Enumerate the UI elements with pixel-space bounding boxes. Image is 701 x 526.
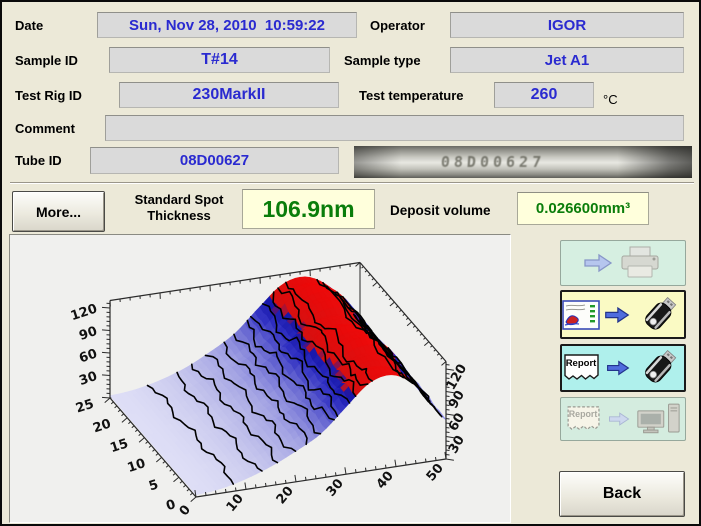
svg-text:40: 40 <box>374 469 397 493</box>
svg-text:90: 90 <box>77 324 99 344</box>
sample-id-field[interactable]: T#14 <box>109 47 330 73</box>
test-temperature-label: Test temperature <box>359 88 464 103</box>
date-value: Sun, Nov 28, 2010 10:59:22 <box>129 16 325 34</box>
thickness-value: 106.9nm <box>262 195 355 222</box>
svg-text:120: 120 <box>69 302 99 325</box>
operator-label: Operator <box>370 18 425 33</box>
svg-text:50: 50 <box>424 461 447 485</box>
comment-field[interactable] <box>105 115 684 141</box>
date-field[interactable]: Sun, Nov 28, 2010 10:59:22 <box>97 12 357 38</box>
sample-id-value: T#14 <box>201 51 238 68</box>
test-rig-id-label: Test Rig ID <box>15 88 82 103</box>
arrow-icon <box>584 253 613 273</box>
tube-id-label: Tube ID <box>15 153 62 168</box>
more-button[interactable]: More... <box>12 191 105 232</box>
back-button[interactable]: Back <box>559 471 685 517</box>
sample-id-label: Sample ID <box>15 53 78 68</box>
sample-type-label: Sample type <box>344 53 421 68</box>
svg-text:60: 60 <box>77 347 99 367</box>
svg-text:120: 120 <box>444 362 471 393</box>
svg-text:20: 20 <box>91 417 113 437</box>
deposit-volume-box: 0.026600mm³ <box>517 192 649 225</box>
operator-field[interactable]: IGOR <box>450 12 684 38</box>
screenshot-thumbnail-icon <box>562 299 600 330</box>
temperature-unit-label: °C <box>603 92 618 107</box>
svg-text:Report: Report <box>566 358 597 369</box>
svg-text:15: 15 <box>108 436 130 456</box>
printer-icon <box>621 246 659 278</box>
svg-text:10: 10 <box>224 491 247 515</box>
deposit-volume-value: 0.026600mm³ <box>535 200 631 217</box>
sample-type-field[interactable]: Jet A1 <box>450 47 684 73</box>
test-rig-id-value: 230MarkII <box>192 86 266 103</box>
usb-stick-icon <box>645 349 677 383</box>
svg-text:Report: Report <box>569 409 598 419</box>
svg-text:5: 5 <box>147 477 160 494</box>
tube-id-field[interactable]: 08D00627 <box>90 147 339 174</box>
test-temperature-field[interactable]: 260 <box>494 82 594 108</box>
sample-type-value: Jet A1 <box>544 51 590 69</box>
print-button[interactable] <box>560 240 686 286</box>
send-report-to-pc-button[interactable]: Report <box>560 397 686 441</box>
svg-text:20: 20 <box>274 484 297 508</box>
svg-text:0: 0 <box>164 497 177 514</box>
save-screenshot-to-usb-button[interactable] <box>560 290 686 339</box>
operator-value: IGOR <box>547 16 587 34</box>
surface-plot-panel: 30 60 90 120 0 5 10 15 20 25 0 10 20 30 40 50 30 60 90 120 <box>9 234 511 523</box>
thickness-label: Standard Spot Thickness <box>134 192 224 223</box>
svg-text:0: 0 <box>177 502 194 519</box>
computer-icon <box>637 403 680 433</box>
thickness-value-box: 106.9nm <box>242 189 375 229</box>
svg-text:10: 10 <box>126 456 148 476</box>
deposit-volume-label: Deposit volume <box>390 203 491 218</box>
tube-id-value: 08D00627 <box>179 152 250 169</box>
tube-photo: 08D00627 <box>354 146 692 178</box>
test-temperature-value: 260 <box>530 86 558 103</box>
usb-stick-icon <box>645 296 677 329</box>
tube-photo-shading <box>354 146 692 178</box>
arrow-icon <box>607 360 630 376</box>
svg-text:25: 25 <box>74 397 96 417</box>
comment-label: Comment <box>15 121 75 136</box>
test-rig-id-field[interactable]: 230MarkII <box>119 82 339 108</box>
arrow-icon <box>608 412 630 426</box>
save-report-to-usb-button[interactable]: Report <box>560 344 686 392</box>
date-label: Date <box>15 18 44 33</box>
svg-text:30: 30 <box>77 369 99 389</box>
separator-line <box>10 182 694 184</box>
svg-text:30: 30 <box>324 476 347 500</box>
report-doc-icon: Report <box>567 406 600 431</box>
arrow-icon <box>605 306 630 323</box>
report-doc-icon: Report <box>564 354 599 380</box>
